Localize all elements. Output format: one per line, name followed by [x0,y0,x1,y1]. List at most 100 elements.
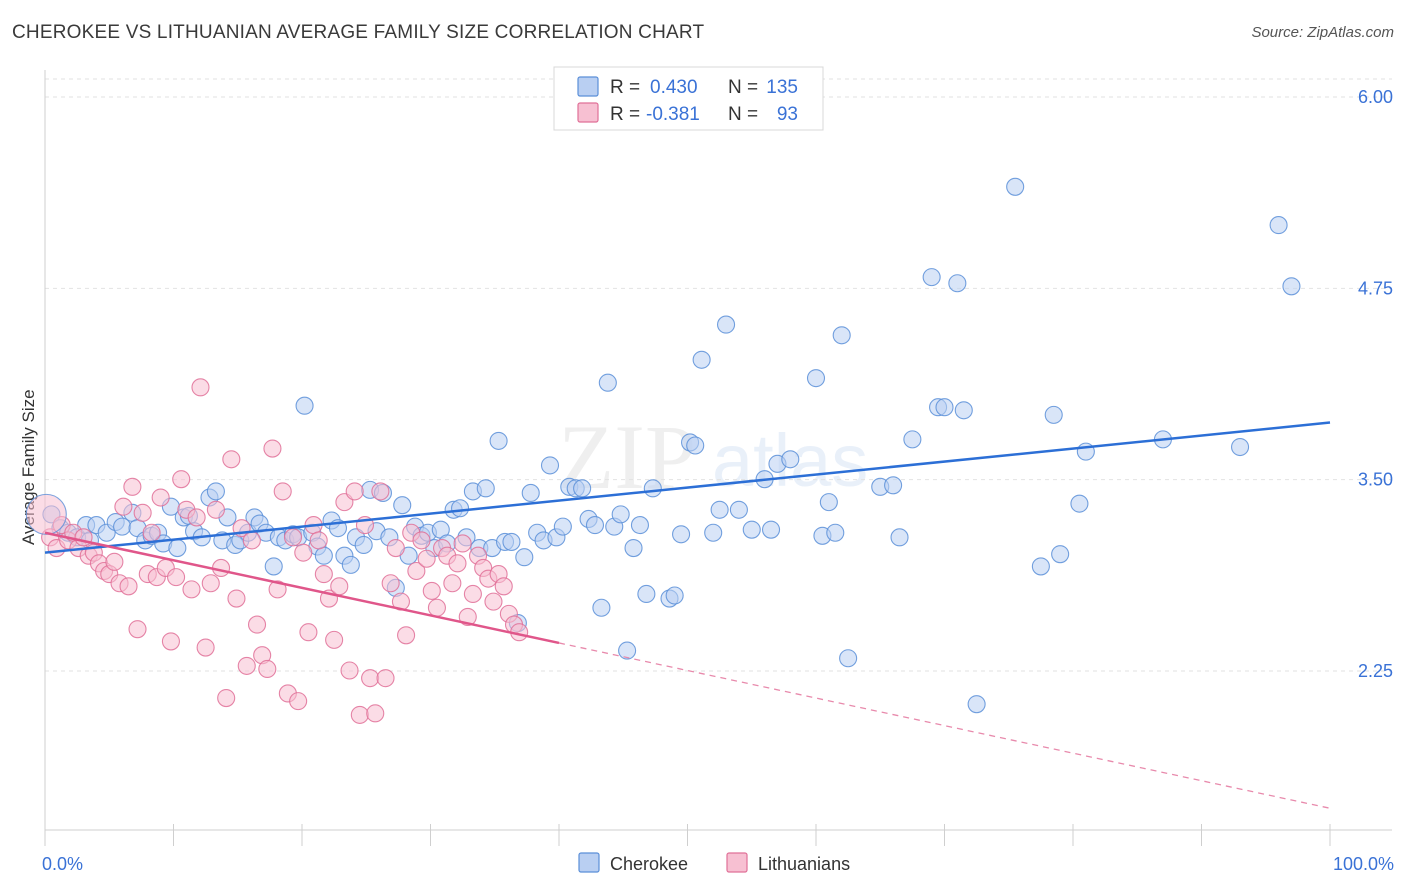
data-point [458,607,477,626]
data-point [704,523,723,542]
y-tick-label: 4.75 [1358,278,1393,298]
data-point [330,577,349,596]
data-point [264,557,283,576]
data-point [832,326,851,345]
data-point [515,548,534,567]
data-point [585,516,605,535]
data-point-large [25,493,67,535]
legend-label-lithuanians: Lithuanians [758,854,850,874]
data-point [1051,545,1070,564]
y-tick-label: 6.00 [1358,87,1393,107]
data-point [105,552,124,571]
data-point [381,574,400,593]
x-tick-label-min: 0.0% [42,854,83,874]
trend-line-cherokee [44,421,1331,554]
series-lithuanians-points [41,378,529,724]
data-point [463,584,482,604]
data-point [289,692,308,711]
data-point [954,401,973,420]
data-point [366,704,385,723]
data-point [422,581,441,600]
data-point [196,638,215,657]
data-point [502,532,521,551]
data-point [128,620,147,639]
data-point [354,535,373,555]
data-point [325,630,344,649]
data-point [1031,557,1050,576]
x-tick-label-max: 100.0% [1333,854,1394,874]
chart-title: CHEROKEE VS LITHUANIAN AVERAGE FAMILY SI… [12,22,705,43]
data-point [665,586,684,605]
data-point [1269,216,1288,235]
data-point [191,378,210,397]
data-point [884,476,903,495]
data-point [172,470,191,489]
data-point [573,479,592,498]
data-point [476,479,495,498]
data-point [427,598,446,617]
data-point [295,396,314,415]
data-point [1282,277,1301,296]
data-point [268,580,287,599]
data-point [1044,405,1063,424]
legend-swatch-cherokee [578,852,600,873]
stats-r-label-lithuanians: R = [610,104,640,125]
stats-r-value-lithuanians: -0.381 [646,104,700,125]
data-point [643,479,662,498]
stats-n-value-lithuanians: 93 [777,104,798,125]
data-point [710,500,729,519]
stats-swatch-lithuanians [577,102,599,123]
data-point [361,669,380,688]
data-point [350,705,369,724]
data-point [407,561,426,581]
data-point [618,641,637,660]
legend-label-cherokee: Cherokee [610,854,688,874]
data-point [341,555,360,574]
data-point [672,525,691,544]
data-point [598,373,617,392]
data-point [222,450,241,469]
chart-source: Source: ZipAtlas.com [1251,24,1394,41]
data-point [371,482,390,501]
stats-swatch-cherokee [577,76,599,97]
data-point [453,534,472,553]
data-point [443,574,462,593]
data-point [294,543,313,562]
data-point [806,369,826,388]
stats-r-label-cherokee: R = [610,77,640,98]
data-point [781,450,800,469]
data-point [168,538,187,558]
data-point [489,431,508,450]
data-point [742,520,761,539]
data-point [283,528,303,547]
data-point [948,274,967,293]
axes [44,70,1392,831]
data-point [630,516,650,535]
data-point [819,493,838,512]
data-point [182,580,201,599]
trend-line-lithuanians [44,531,560,645]
data-point [592,598,611,617]
data-point [729,500,748,519]
data-point [451,499,470,518]
data-point [187,508,206,527]
data-point [826,523,845,542]
data-point [206,482,225,501]
x-tick-marks [44,824,1331,846]
data-point [611,505,630,524]
data-point [114,497,133,516]
y-tick-label: 2.25 [1358,661,1393,681]
data-point [540,456,560,475]
trend-line-lithuanians-extension [558,642,1331,809]
data-point [692,350,711,369]
data-point [922,268,941,287]
data-point [417,549,436,568]
data-point [1070,494,1089,513]
stats-r-value-cherokee: 0.430 [650,77,698,98]
data-point [386,538,405,558]
data-point [412,531,431,550]
data-point [494,577,513,596]
data-point [299,623,318,642]
data-point [142,523,161,542]
data-point [761,520,781,539]
